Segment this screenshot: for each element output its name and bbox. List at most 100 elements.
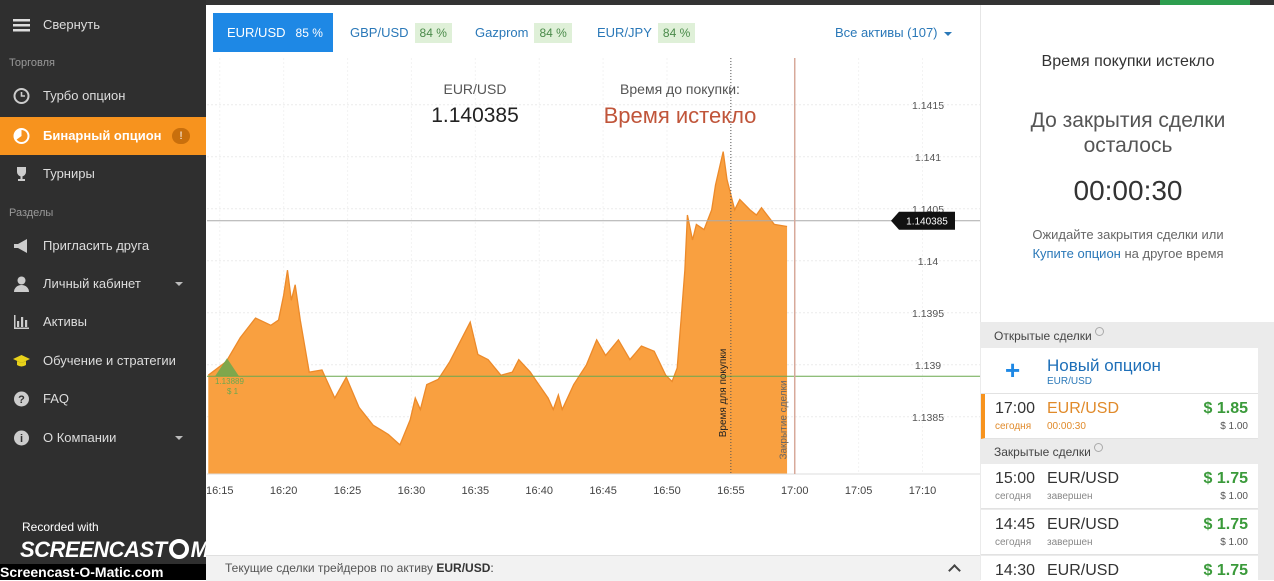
- watermark-recorded: Recorded with: [22, 520, 99, 534]
- tab-percent: 84 %: [414, 23, 452, 43]
- buy-link[interactable]: Купите опцион: [1032, 246, 1121, 261]
- closed-deals-title: Закрытые сделки: [994, 445, 1091, 459]
- new-option-label: Новый опцион: [1047, 356, 1161, 375]
- collapse-button[interactable]: Свернуть: [0, 6, 206, 44]
- y-tick-label: 1.139: [915, 360, 941, 372]
- remaining-line: осталось: [1083, 134, 1173, 157]
- deal-time: 14:45: [995, 516, 1036, 533]
- tab-name: EUR/JPY: [597, 25, 652, 40]
- countdown-label: Время до покупки:: [620, 81, 740, 97]
- open-deals-title: Открытые сделки: [994, 329, 1092, 343]
- asset-tab-active[interactable]: EUR/USD 85 %: [213, 13, 333, 52]
- menu-item[interactable]: Обучение и стратегии: [0, 342, 206, 380]
- tab-percent: 85 %: [295, 26, 323, 40]
- wait-text-line: Купите опцион на другое время: [981, 246, 1274, 261]
- plus-icon: +: [1005, 355, 1021, 385]
- asset-tab[interactable]: EUR/JPY 84 %: [597, 13, 696, 52]
- menu-item[interactable]: Турниры: [0, 155, 206, 193]
- traders-bar: Текущие сделки трейдеров по активу EUR/U…: [206, 555, 980, 581]
- menu-item[interactable]: Пригласить друга: [0, 227, 206, 265]
- price-tag: [891, 211, 955, 230]
- new-option-button[interactable]: + Новый опцион EUR/USD: [981, 348, 1258, 394]
- menu-item-active[interactable]: Бинарный опцион !: [0, 117, 206, 155]
- menu-item[interactable]: Активы: [0, 303, 206, 341]
- x-tick-label: 16:45: [589, 485, 617, 497]
- closed-deal-row[interactable]: 14:45 сегодня EUR/USD завершен $ 1.75 $ …: [981, 510, 1258, 555]
- new-option-asset: EUR/USD: [1047, 376, 1093, 387]
- timer: 00:00:30: [1073, 175, 1183, 206]
- asset-tab[interactable]: Gazprom 84 %: [475, 13, 572, 52]
- open-deals-header: Открытые сделки: [981, 326, 1258, 346]
- trophy-icon: [17, 167, 26, 181]
- deal-day: сегодня: [995, 491, 1032, 502]
- bars-icon: [14, 315, 29, 329]
- badge: !: [172, 128, 190, 144]
- y-tick-label: 1.1395: [912, 308, 944, 320]
- deal-payout: $ 1.75: [1203, 516, 1248, 533]
- section-title: Торговля: [9, 57, 55, 69]
- y-tick-label: 1.141: [915, 152, 941, 164]
- x-tick-label: 17:00: [781, 485, 809, 497]
- traders-colon: :: [490, 561, 494, 575]
- dropdown-caret: [175, 436, 183, 440]
- x-tick-label: 16:55: [717, 485, 745, 497]
- wait-text: Ожидайте закрытия сделки или: [1032, 227, 1224, 242]
- deal-stake: $ 1.00: [1220, 421, 1248, 432]
- all-assets-label: Все активы (107): [835, 25, 938, 40]
- watermark-url: Screencast-O-Matic.com: [0, 564, 206, 580]
- chart-price: 1.140385: [431, 104, 519, 127]
- clock-icon: [13, 88, 30, 104]
- top-strip-accent: [1160, 0, 1250, 5]
- status-title: Время покупки истекло: [1041, 53, 1215, 70]
- menu-label: О Компании: [43, 430, 117, 445]
- entry-label: 1.13889: [215, 377, 244, 386]
- logo-circle: [168, 539, 189, 559]
- deal-asset: EUR/USD: [1047, 562, 1120, 579]
- x-tick-label: 16:25: [334, 485, 362, 497]
- collapse-caret[interactable]: [948, 564, 961, 577]
- price-tag-label: 1.140385: [906, 216, 948, 227]
- deal-stake: $ 1.00: [1220, 537, 1248, 548]
- deal-asset: EUR/USD: [1047, 400, 1120, 417]
- closed-deal-row[interactable]: 14:30 EUR/USD $ 1.75: [981, 556, 1258, 580]
- x-tick-label: 17:10: [909, 485, 937, 497]
- deal-stake: $ 1.00: [1220, 491, 1248, 502]
- tab-name: Gazprom: [475, 25, 529, 40]
- menu-item[interactable]: Турбо опцион: [0, 77, 206, 115]
- traders-asset: EUR/USD: [436, 561, 491, 575]
- all-assets-dropdown[interactable]: Все активы (107): [835, 13, 952, 52]
- megaphone-icon: [14, 239, 27, 253]
- deal-time: 17:00: [995, 400, 1036, 417]
- menu-icon: [13, 19, 30, 32]
- open-deal-row[interactable]: 17:00 сегодня EUR/USD 00:00:30 $ 1.85 $ …: [981, 394, 1258, 439]
- close-label: Закрытие сделки: [779, 380, 790, 459]
- deal-asset: EUR/USD: [1047, 470, 1120, 487]
- deal-status: 00:00:30: [1047, 421, 1086, 432]
- x-tick-label: 16:20: [270, 485, 298, 497]
- deal-time: 15:00: [995, 470, 1036, 487]
- menu-item[interactable]: Личный кабинет: [0, 265, 206, 303]
- x-tick-label: 16:35: [462, 485, 490, 497]
- section-title: Разделы: [9, 207, 54, 219]
- closed-deal-row[interactable]: 15:00 сегодня EUR/USD завершен $ 1.75 $ …: [981, 464, 1258, 509]
- dropdown-caret: [175, 282, 183, 286]
- chart-icon: [13, 128, 30, 144]
- menu-item[interactable]: ? FAQ: [0, 380, 206, 418]
- entry-marker: [215, 358, 239, 377]
- closed-deals-header: Закрытые сделки: [981, 442, 1258, 462]
- deal-day: сегодня: [995, 537, 1032, 548]
- collapse-label: Свернуть: [43, 17, 101, 32]
- menu-item[interactable]: i О Компании: [0, 419, 206, 457]
- y-tick-label: 1.1415: [912, 100, 944, 112]
- x-tick-label: 16:40: [525, 485, 553, 497]
- buy-deadline-label: Время для покупки: [718, 349, 729, 438]
- deal-status: завершен: [1047, 537, 1093, 548]
- tab-name: EUR/USD: [227, 25, 286, 40]
- asset-tab[interactable]: GBP/USD 84 %: [350, 13, 452, 52]
- deal-payout: $ 1.85: [1203, 400, 1248, 417]
- tab-percent: 84 %: [534, 23, 572, 43]
- sidebar: Свернуть Торговля Турбо опцион Бинарный …: [0, 0, 206, 580]
- tab-name: GBP/USD: [350, 25, 409, 40]
- svg-text:?: ?: [18, 394, 25, 406]
